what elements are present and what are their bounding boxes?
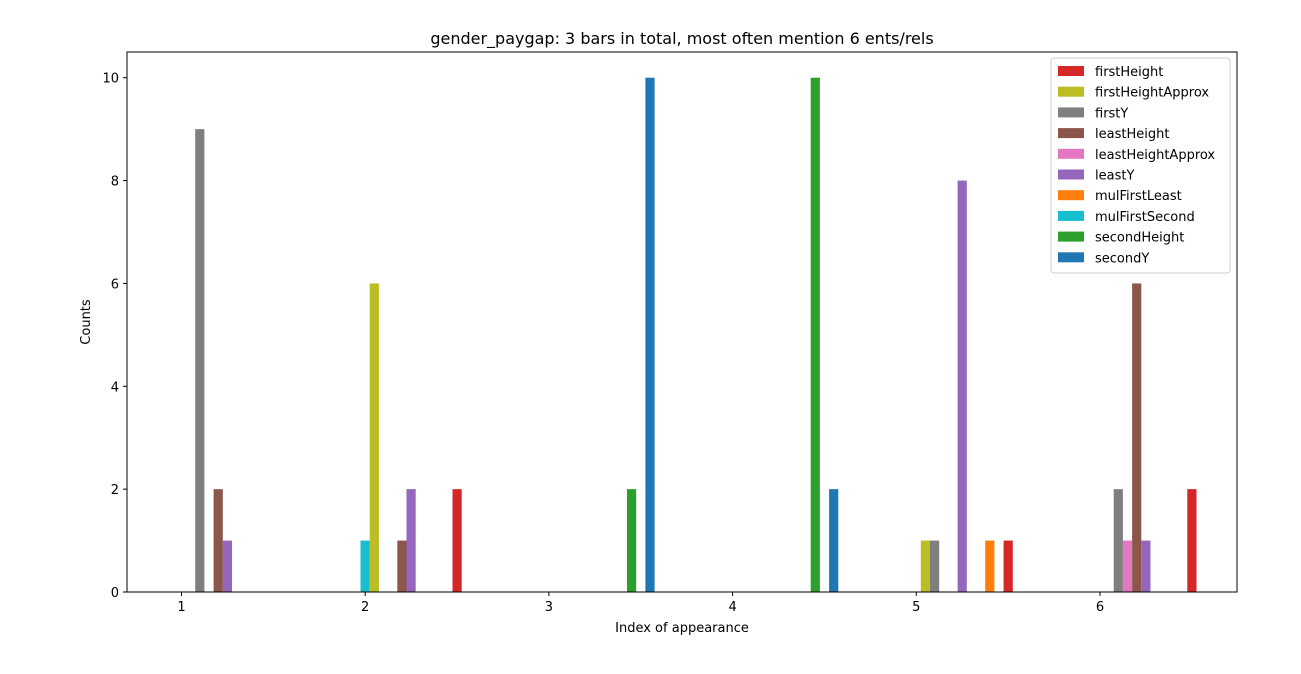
x-tick-label: 5 [912, 600, 920, 615]
x-tick-label: 4 [728, 600, 736, 615]
bar-leastY-5 [957, 180, 967, 593]
legend-label-leastHeight: leastHeight [1095, 127, 1169, 142]
bar-secondHeight-3 [627, 489, 637, 592]
bar-firstY-5 [930, 540, 940, 592]
bar-leastY-1 [222, 540, 232, 592]
legend-label-firstHeightApprox: firstHeightApprox [1095, 86, 1209, 101]
bar-firstHeight-6 [1187, 489, 1197, 592]
chart-title: gender_paygap: 3 bars in total, most oft… [430, 29, 933, 49]
bar-firstHeightApprox-5 [920, 540, 930, 592]
legend-swatch-firstHeight [1058, 66, 1084, 76]
legend: firstHeight firstHeightApprox firstY leastH… [1050, 57, 1231, 274]
legend-swatch-firstY [1058, 107, 1084, 118]
bar-secondY-4 [829, 489, 839, 592]
legend-label-mulFirstSecond: mulFirstSecond [1095, 210, 1195, 225]
y-tick-label: 0 [111, 586, 119, 601]
legend-label-secondHeight: secondHeight [1095, 231, 1184, 246]
legend-label-leastHeightApprox: leastHeightApprox [1095, 148, 1215, 163]
y-tick-label: 10 [102, 72, 119, 87]
y-tick-label: 6 [111, 277, 119, 292]
legend-frame [1050, 57, 1231, 274]
x-tick-label: 2 [361, 600, 369, 615]
y-tick-label: 2 [111, 483, 119, 498]
bar-leastY-6 [1141, 540, 1151, 592]
legend-label-secondY: secondY [1095, 251, 1149, 266]
x-tick-label: 3 [545, 600, 553, 615]
bar-firstY-1 [195, 129, 205, 592]
legend-label-leastY: leastY [1095, 169, 1134, 184]
bars-group [195, 77, 1197, 593]
legend-label-firstHeight: firstHeight [1095, 65, 1163, 80]
x-axis-label: Index of appearance [615, 621, 749, 636]
legend-swatch-secondY [1058, 252, 1084, 263]
axes-frame [126, 51, 1238, 593]
x-axis-ticks: 1 2 3 4 5 6 [177, 592, 1104, 615]
bar-leastHeight-1 [213, 489, 223, 592]
y-tick-label: 4 [111, 380, 119, 395]
bar-firstHeight-2 [452, 489, 462, 592]
legend-swatch-leastHeightApprox [1058, 148, 1084, 159]
legend-swatch-leastY [1058, 169, 1084, 180]
bar-leastHeightApprox-6 [1122, 540, 1133, 592]
bar-mulFirstLeast-5 [985, 540, 995, 592]
bar-secondY-3 [645, 77, 655, 592]
bar-firstHeight-5 [1003, 540, 1013, 592]
bar-mulFirstSecond-2 [360, 540, 370, 592]
bar-firstHeightApprox-2 [369, 283, 379, 592]
legend-swatch-firstHeightApprox [1058, 86, 1084, 97]
legend-label-firstY: firstY [1095, 106, 1128, 121]
bar-leastHeight-6 [1132, 283, 1142, 592]
y-axis-label: Counts [79, 299, 94, 345]
legend-swatch-secondHeight [1058, 231, 1084, 242]
bar-firstY-6 [1113, 489, 1123, 592]
y-axis-ticks: 0 2 4 6 8 10 [102, 72, 127, 601]
bar-secondHeight-4 [810, 77, 820, 592]
legend-swatch-leastHeight [1058, 128, 1084, 139]
bar-leastY-2 [406, 489, 416, 592]
legend-swatch-mulFirstSecond [1058, 210, 1084, 221]
legend-swatch-mulFirstLeast [1058, 190, 1084, 201]
bar-leastHeight-2 [397, 540, 407, 592]
x-tick-label: 6 [1096, 600, 1104, 615]
x-tick-label: 1 [177, 600, 185, 615]
legend-label-mulFirstLeast: mulFirstLeast [1095, 189, 1182, 204]
y-tick-label: 8 [111, 175, 119, 190]
